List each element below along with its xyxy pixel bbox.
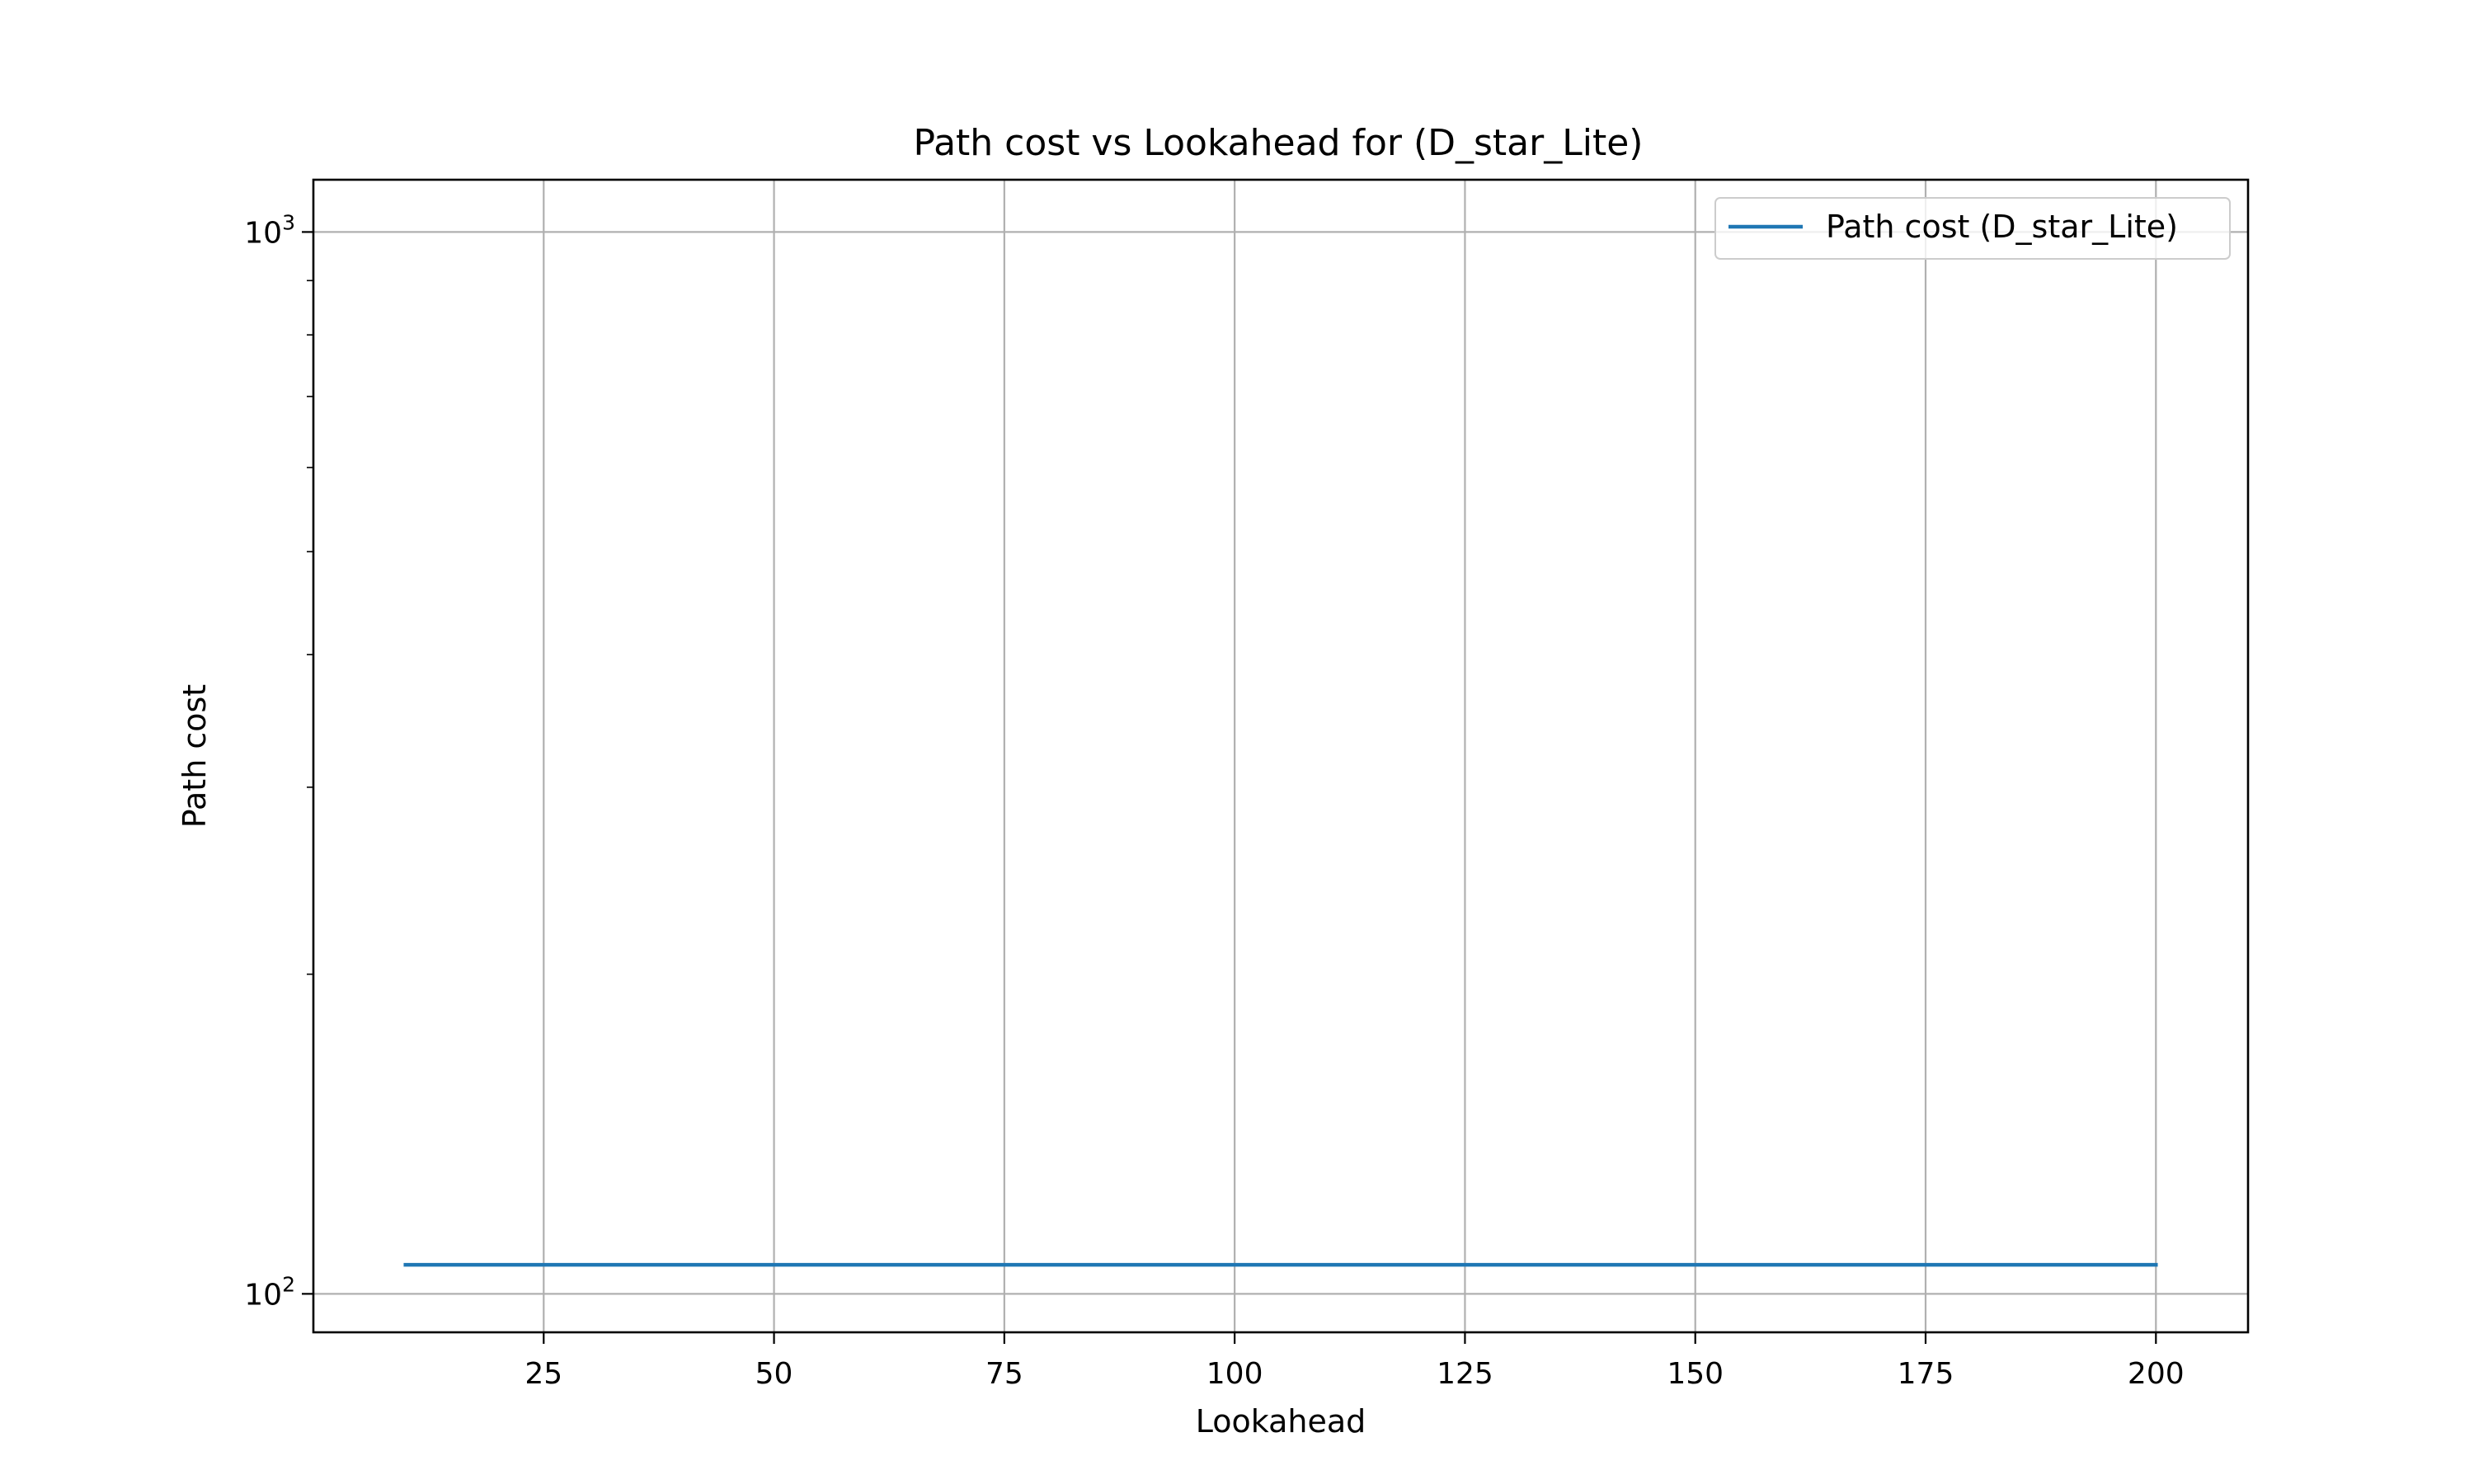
- x-tick-label: 150: [1667, 1357, 1724, 1391]
- plot-area-frame: [312, 178, 2250, 1334]
- legend: Path cost (D_star_Lite): [1714, 197, 2231, 260]
- x-tick-label: 100: [1206, 1357, 1263, 1391]
- x-tick-label: 175: [1898, 1357, 1954, 1391]
- x-tick-label: 50: [755, 1357, 793, 1391]
- x-tick-label: 200: [2128, 1357, 2185, 1391]
- y-tick-label: 103: [244, 210, 295, 250]
- y-tick-label: 102: [244, 1272, 295, 1312]
- tick-layer: 25 50 75 100 125 150 175 200 102 103: [244, 210, 2184, 1391]
- legend-label-path-cost: Path cost (D_star_Lite): [1826, 209, 2178, 245]
- x-tick-label: 25: [524, 1357, 562, 1391]
- x-tick-label: 75: [985, 1357, 1023, 1391]
- legend-box: [1714, 197, 2231, 260]
- y-axis-label: Path cost: [176, 684, 213, 828]
- x-tick-label: 125: [1437, 1357, 1493, 1391]
- x-axis-label: Lookahead: [1196, 1403, 1366, 1439]
- chart-title: Path cost vs Lookahead for (D_star_Lite): [914, 122, 1644, 164]
